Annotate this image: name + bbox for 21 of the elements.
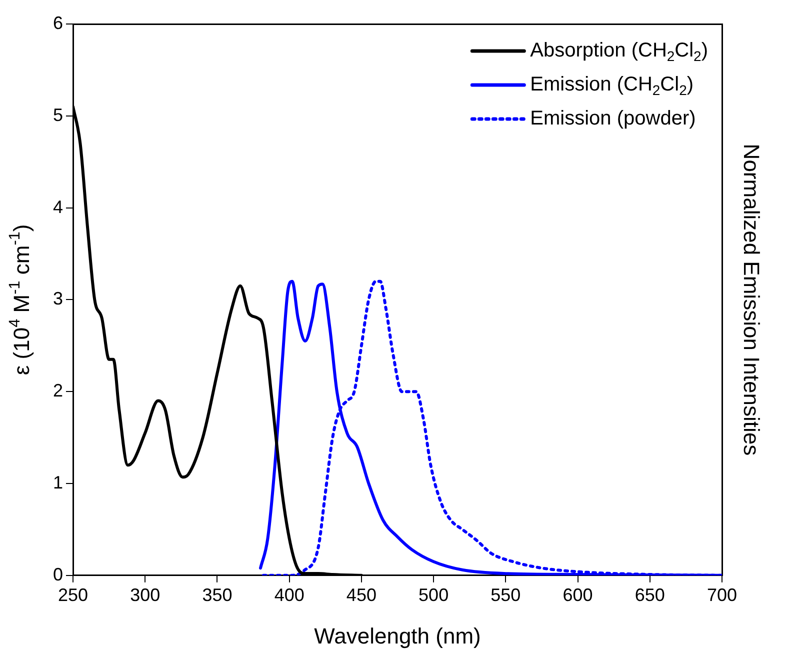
x-tick-label: 300: [130, 585, 160, 606]
y-tick-label: 0: [52, 564, 64, 584]
x-tick-label: 650: [634, 585, 665, 606]
y-tick-label: 2: [52, 380, 64, 401]
y-tick-label: 1: [52, 472, 64, 492]
x-tick-label: 500: [418, 585, 449, 606]
x-tick-label: 250: [58, 585, 88, 606]
y-tick-label: 4: [52, 196, 64, 217]
y-tick-label: 6: [52, 12, 64, 33]
y-axis-title: ε (104 M-1 cm-1): [6, 224, 34, 376]
x-tick-label: 400: [274, 585, 304, 606]
x-tick-label: 700: [706, 585, 738, 606]
x-axis-title: Wavelength (nm): [314, 623, 481, 648]
legend-label: Emission (powder): [530, 108, 696, 130]
y2-axis-title: Normalized Emission Intensities: [738, 144, 764, 456]
y-tick-label: 3: [52, 288, 64, 309]
x-tick-label: 600: [562, 585, 593, 606]
x-tick-label: 350: [202, 585, 232, 606]
x-tick-label: 450: [346, 585, 376, 606]
y-tick-label: 5: [52, 104, 64, 125]
x-tick-label: 550: [490, 585, 521, 606]
